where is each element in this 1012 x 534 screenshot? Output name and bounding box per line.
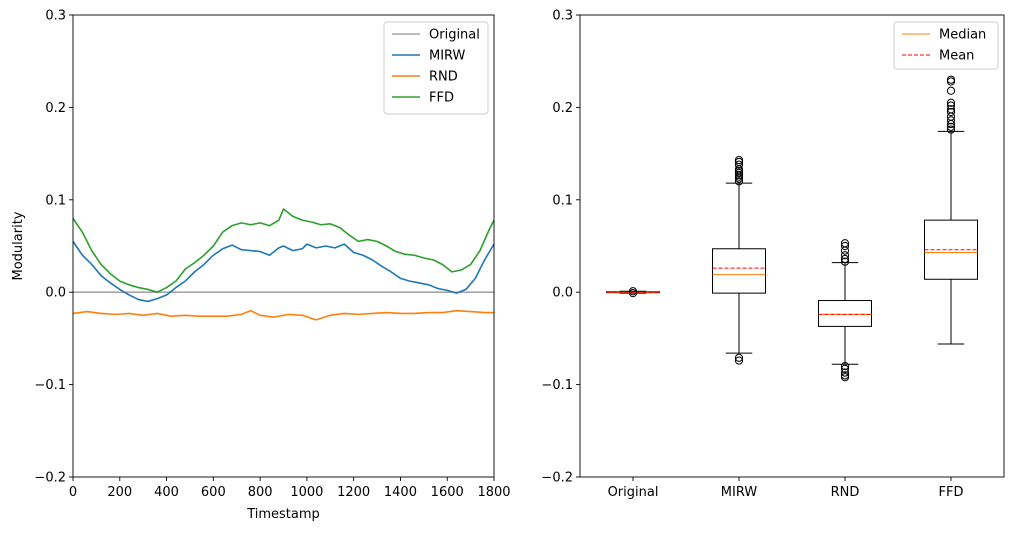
outlier-point <box>946 107 956 117</box>
outlier-point <box>840 241 850 251</box>
legend-box <box>383 21 489 115</box>
y-tick-label: −0.2 <box>34 471 66 486</box>
box-original <box>606 287 660 298</box>
iqr-box <box>818 300 872 327</box>
series-line-rnd <box>72 309 494 321</box>
outlier-point <box>734 177 744 186</box>
x-tick-label: 200 <box>107 485 132 500</box>
x-tick-label: RND <box>831 485 860 500</box>
outlier-point <box>840 362 850 371</box>
y-tick-label: 0.3 <box>552 9 573 24</box>
x-tick-label: 800 <box>248 485 273 500</box>
y-tick-label: 0.0 <box>45 286 66 301</box>
series-line-ffd <box>72 208 495 293</box>
outlier-point <box>734 155 744 165</box>
outlier-point <box>946 75 956 84</box>
outlier-point <box>840 373 850 382</box>
y-tick-label: 0.2 <box>552 101 573 116</box>
x-tick-label: FFD <box>939 485 964 500</box>
y-axis-label: Modularity <box>11 211 26 280</box>
x-tick-label: 1400 <box>384 485 417 500</box>
legend-label-mean: Mean <box>939 49 974 64</box>
y-tick-label: −0.1 <box>34 378 66 393</box>
outlier-point <box>734 356 744 365</box>
y-tick-label: 0.0 <box>552 286 573 301</box>
x-tick-label: Original <box>608 485 659 500</box>
box-ffd <box>924 75 978 345</box>
box-rnd <box>818 239 872 382</box>
legend: Original MIRW RND FFD <box>383 21 489 115</box>
outlier-point <box>946 116 956 125</box>
x-axis-label: Timestamp <box>246 507 320 522</box>
y-tick-label: −0.2 <box>541 471 573 486</box>
series-line-mirw <box>72 240 495 303</box>
x-tick-label: MIRW <box>721 485 758 500</box>
y-tick-label: 0.1 <box>45 193 66 208</box>
outlier-point <box>628 287 638 296</box>
x-tick-label: 400 <box>154 485 179 500</box>
outlier-point <box>946 98 956 107</box>
outlier-point <box>946 105 956 114</box>
x-tick-label: 600 <box>201 485 226 500</box>
outlier-point <box>840 251 850 260</box>
outlier-point <box>840 239 850 248</box>
outlier-point <box>946 122 956 131</box>
outlier-point <box>840 257 850 266</box>
x-tick-label: 1200 <box>337 485 370 500</box>
outlier-point <box>734 160 744 169</box>
box-chart-axes: Original MIRW RND FFD −0.2 −0.1 0.0 0.1 0.2 0.3 Me… <box>541 9 1005 500</box>
outlier-point <box>840 368 850 377</box>
y-tick-label: 0.2 <box>45 101 66 116</box>
outlier-point <box>734 353 744 362</box>
outlier-point <box>840 364 850 373</box>
legend-label-original: Original <box>429 28 480 43</box>
y-tick-label: −0.1 <box>541 378 573 393</box>
x-tick-label: 1800 <box>477 485 510 500</box>
box-mirw <box>712 155 766 365</box>
y-tick-label: 0.3 <box>45 9 66 24</box>
y-tick-label: 0.1 <box>552 193 573 208</box>
outlier-point <box>946 86 956 95</box>
legend-label-rnd: RND <box>429 70 458 85</box>
plot-frame <box>579 14 1005 478</box>
outlier-point <box>840 254 850 264</box>
x-tick-label: 1000 <box>290 485 323 500</box>
x-tick-label: 1600 <box>431 485 464 500</box>
plot-frame <box>72 14 495 478</box>
legend-label-median: Median <box>939 28 986 43</box>
outlier-point <box>946 125 956 134</box>
outlier-point <box>946 101 956 110</box>
line-chart-axes: 0 200 400 600 800 1000 1200 1400 1600 1800 −0.2 −0.… <box>11 9 511 523</box>
iqr-box <box>712 248 766 294</box>
legend-label-mirw: MIRW <box>429 49 466 64</box>
legend-label-ffd: FFD <box>429 91 454 106</box>
x-tick-label: 0 <box>69 485 77 500</box>
legend: Median Mean <box>893 21 999 70</box>
